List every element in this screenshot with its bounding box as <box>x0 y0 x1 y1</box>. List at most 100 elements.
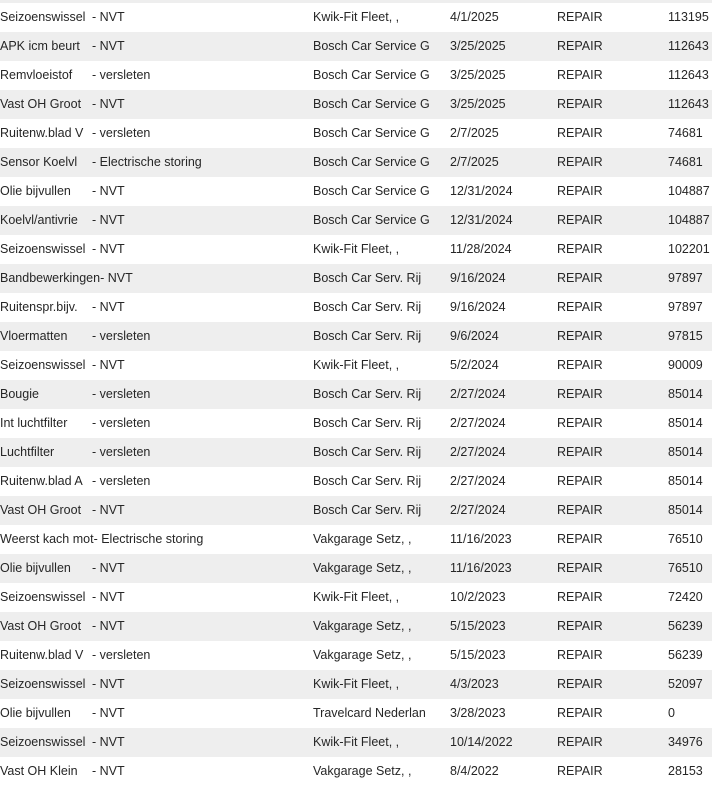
task-label: Remvloeistof <box>0 68 73 82</box>
cell-task-description: Seizoenswissel - NVT <box>0 3 313 32</box>
cell-odometer-reading: 74681 <box>668 155 703 169</box>
task-label: Int luchtfilter <box>0 416 68 430</box>
table-row[interactable]: Bougie - versleten Bosch Car Serv. Rij 2/27… <box>0 380 712 409</box>
table-row[interactable]: Vast OH Klein - NVT Vakgarage Setz, , 8/4/2… <box>0 757 712 786</box>
table-row[interactable]: Seizoenswissel - NVT Kwik-Fit Fleet, , 4/3/… <box>0 670 712 699</box>
cell-service-type: REPAIR <box>557 97 603 111</box>
cell-service-type: REPAIR <box>557 445 603 459</box>
task-reason: - versleten <box>92 387 151 401</box>
cell-service-type: REPAIR <box>557 68 603 82</box>
table-row[interactable]: Weerst kach mot- Electrische storing Vakg… <box>0 525 712 554</box>
table-row[interactable]: Remvloeistof - versleten Bosch Car Service… <box>0 61 712 90</box>
task-reason: - NVT <box>92 184 125 198</box>
table-row[interactable]: Olie bijvullen - NVT Bosch Car Service G 12… <box>0 177 712 206</box>
cell-odometer-reading: 34976 <box>668 735 703 749</box>
cell-garage-name: Bosch Car Serv. Rij <box>313 445 422 459</box>
cell-service-type: REPAIR <box>557 242 603 256</box>
cell-odometer-reading: 74681 <box>668 126 703 140</box>
cell-garage-name: Vakgarage Setz, , <box>313 532 412 546</box>
cell-odometer-reading: 85014 <box>668 445 703 459</box>
cell-task-description: Olie bijvullen - NVT <box>0 699 313 728</box>
task-reason: - NVT <box>92 706 125 720</box>
task-label: Seizoenswissel <box>0 590 86 604</box>
cell-odometer-reading: 28153 <box>668 764 703 778</box>
task-reason: - NVT <box>92 503 125 517</box>
cell-service-type: REPAIR <box>557 126 603 140</box>
cell-service-date: 3/28/2023 <box>450 706 506 720</box>
cell-odometer-reading: 52097 <box>668 677 703 691</box>
table-row[interactable]: Vloermatten - versleten Bosch Car Serv. Ri… <box>0 322 712 351</box>
task-reason: - versleten <box>92 126 151 140</box>
cell-service-date: 2/7/2025 <box>450 155 499 169</box>
task-label: Vast OH Groot <box>0 97 82 111</box>
table-row[interactable]: Ruitenw.blad V - versleten Vakgarage Setz,… <box>0 641 712 670</box>
cell-service-type: REPAIR <box>557 155 603 169</box>
cell-garage-name: Kwik-Fit Fleet, , <box>313 10 400 24</box>
task-label: Olie bijvullen <box>0 561 71 575</box>
table-row[interactable]: Vast OH Groot - NVT Vakgarage Setz, , 5/15/… <box>0 612 712 641</box>
cell-service-type: REPAIR <box>557 387 603 401</box>
cell-odometer-reading: 97897 <box>668 300 703 314</box>
task-label: Olie bijvullen <box>0 184 71 198</box>
cell-service-date: 12/31/2024 <box>450 213 513 227</box>
cell-garage-name: Bosch Car Service G <box>313 68 430 82</box>
cell-garage-name: Bosch Car Service G <box>313 184 430 198</box>
cell-service-type: REPAIR <box>557 329 603 343</box>
table-row[interactable]: Ruitenspr.bijv. - NVT Bosch Car Serv. Rij 9… <box>0 293 712 322</box>
table-row[interactable]: Vast OH Groot - NVT Bosch Car Service G 3/2… <box>0 90 712 119</box>
table-row[interactable]: Koelvl/antivrie - NVT Bosch Car Service G 1… <box>0 206 712 235</box>
table-row[interactable]: Int luchtfilter - versleten Bosch Car Serv… <box>0 409 712 438</box>
cell-service-type: REPAIR <box>557 213 603 227</box>
table-row[interactable]: Luchtfilter - versleten Bosch Car Serv. Ri… <box>0 438 712 467</box>
task-reason: - NVT <box>92 677 125 691</box>
cell-garage-name: Kwik-Fit Fleet, , <box>313 590 400 604</box>
cell-garage-name: Bosch Car Service G <box>313 155 430 169</box>
cell-task-description: Vast OH Groot - NVT <box>0 496 313 525</box>
cell-garage-name: Bosch Car Serv. Rij <box>313 300 422 314</box>
cell-service-date: 11/28/2024 <box>450 242 512 256</box>
cell-odometer-reading: 104887 <box>668 184 710 198</box>
cell-task-description: Sensor Koelvl - Electrische storing <box>0 148 313 177</box>
cell-odometer-reading: 97815 <box>668 329 703 343</box>
cell-service-date: 3/25/2025 <box>450 39 506 53</box>
table-row[interactable]: Seizoenswissel - NVT Kwik-Fit Fleet, , 11/2… <box>0 235 712 264</box>
task-label: Ruitenw.blad A <box>0 474 83 488</box>
task-reason: - NVT <box>92 39 125 53</box>
cell-service-type: REPAIR <box>557 590 603 604</box>
table-row[interactable]: Ruitenw.blad V - versleten Bosch Car Servi… <box>0 119 712 148</box>
table-row[interactable]: Seizoenswissel - NVT Kwik-Fit Fleet, , 5/2/… <box>0 351 712 380</box>
cell-service-type: REPAIR <box>557 532 603 546</box>
cell-odometer-reading: 0 <box>668 706 675 720</box>
table-row[interactable]: APK icm beurt - NVT Bosch Car Service G 3/2… <box>0 32 712 61</box>
task-label: Seizoenswissel <box>0 358 86 372</box>
cell-service-date: 10/2/2023 <box>450 590 506 604</box>
table-row[interactable]: Olie bijvullen - NVT Travelcard Nederlan 3/… <box>0 699 712 728</box>
task-reason: - Electrische storing <box>93 532 204 546</box>
table-row[interactable]: Bandbewerkingen- NVT Bosch Car Serv. Rij 9… <box>0 264 712 293</box>
cell-task-description: Vast OH Groot - NVT <box>0 90 313 119</box>
table-row[interactable]: Vast OH Groot - NVT Bosch Car Serv. Rij 2/2… <box>0 496 712 525</box>
cell-odometer-reading: 76510 <box>668 561 703 575</box>
table-body: Seizoenswissel - NVT Kwik-Fit Fleet, , 4/1/… <box>0 3 712 786</box>
cell-task-description: Vast OH Groot - NVT <box>0 612 313 641</box>
cell-service-date: 2/27/2024 <box>450 387 506 401</box>
cell-task-description: Remvloeistof - versleten <box>0 61 313 90</box>
cell-service-date: 8/4/2022 <box>450 764 499 778</box>
cell-odometer-reading: 104887 <box>668 213 710 227</box>
task-label: APK icm beurt <box>0 39 80 53</box>
table-row[interactable]: Sensor Koelvl - Electrische storing Bosch … <box>0 148 712 177</box>
cell-service-type: REPAIR <box>557 39 603 53</box>
table-row[interactable]: Olie bijvullen - NVT Vakgarage Setz, , 11/1… <box>0 554 712 583</box>
table-row[interactable]: Ruitenw.blad A - versleten Bosch Car Serv.… <box>0 467 712 496</box>
task-label: Vloermatten <box>0 329 68 343</box>
cell-service-date: 5/15/2023 <box>450 648 506 662</box>
table-row[interactable]: Seizoenswissel - NVT Kwik-Fit Fleet, , 10/2… <box>0 583 712 612</box>
cell-service-date: 11/16/2023 <box>450 532 512 546</box>
cell-garage-name: Vakgarage Setz, , <box>313 648 412 662</box>
task-reason: - NVT <box>92 764 125 778</box>
table-row[interactable]: Seizoenswissel - NVT Kwik-Fit Fleet, , 4/1/… <box>0 3 712 32</box>
task-label: Weerst kach mot <box>0 532 94 546</box>
cell-garage-name: Bosch Car Serv. Rij <box>313 474 422 488</box>
table-row[interactable]: Seizoenswissel - NVT Kwik-Fit Fleet, , 10/1… <box>0 728 712 757</box>
cell-task-description: Seizoenswissel - NVT <box>0 670 313 699</box>
